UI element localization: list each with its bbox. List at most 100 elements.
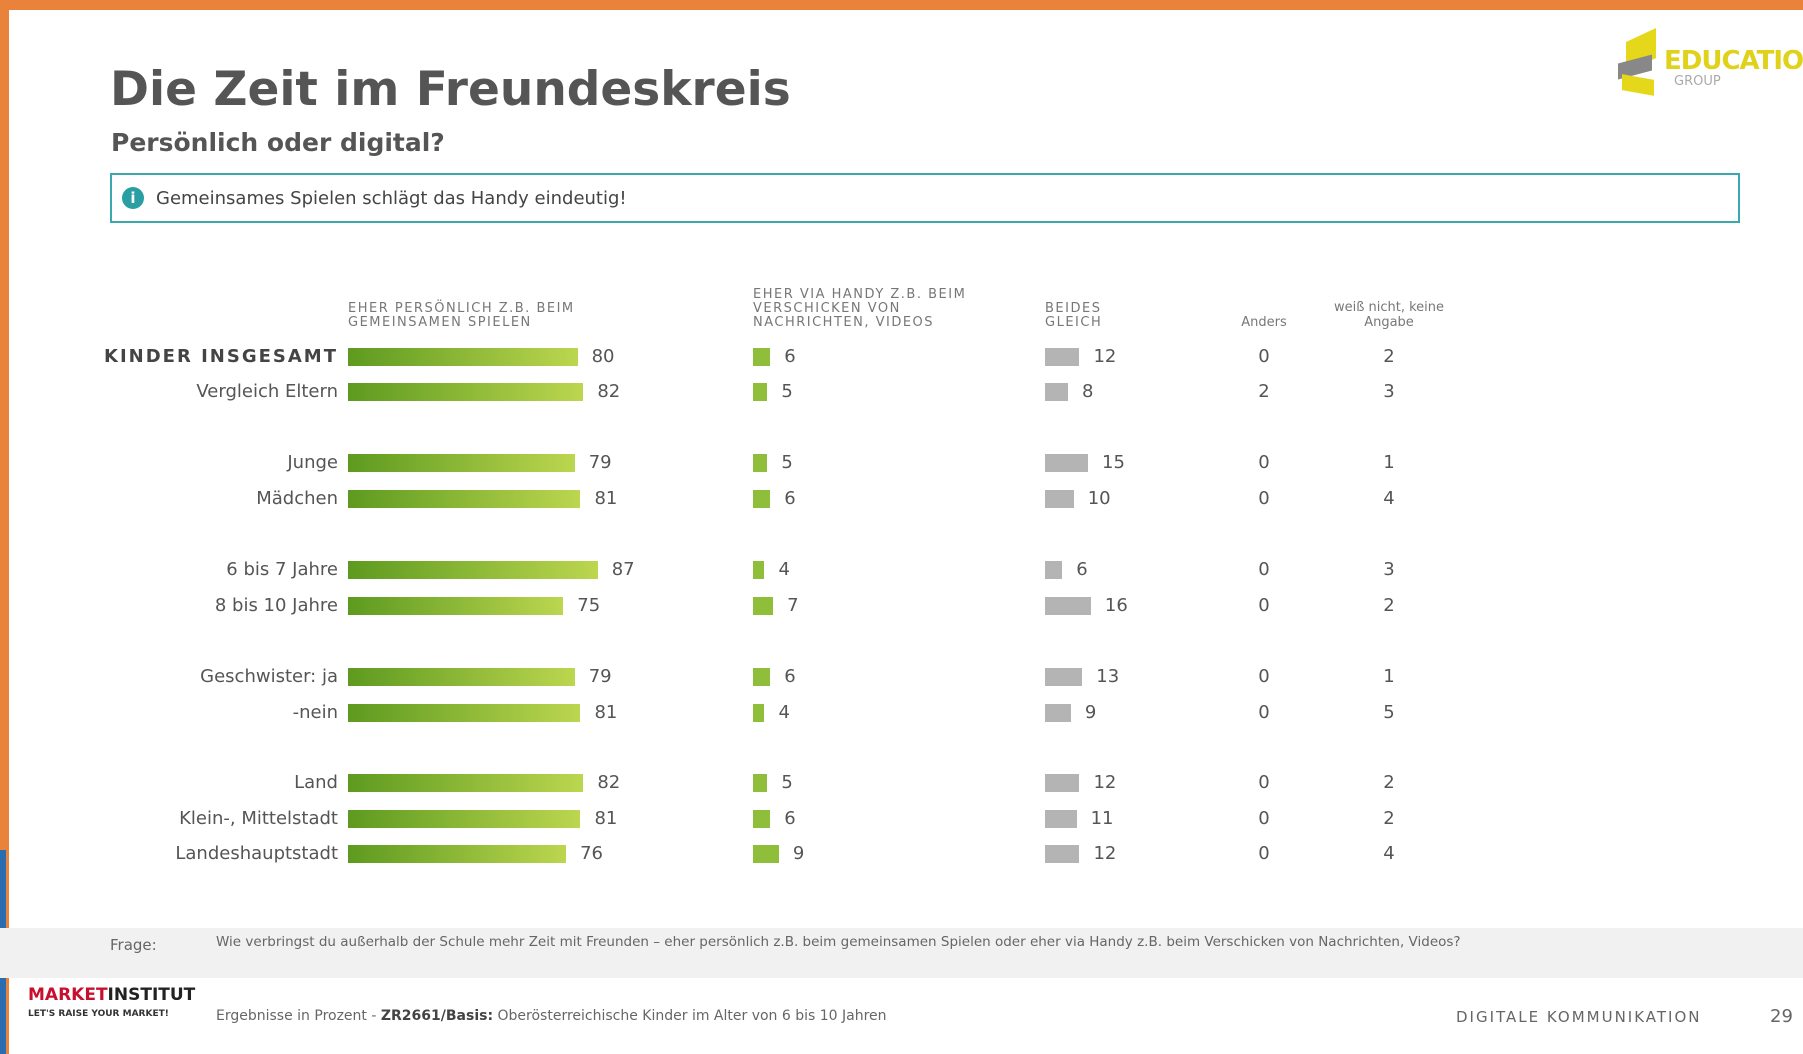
- value-label: 82: [597, 772, 621, 793]
- section: DIGITALE KOMMUNIKATION: [1456, 1008, 1702, 1026]
- bar: [1045, 774, 1080, 792]
- bar: [753, 348, 771, 366]
- brand: MARKETINSTITUT: [28, 985, 195, 1005]
- value-label: 81: [594, 808, 618, 829]
- bar: [753, 383, 768, 401]
- left-border: [0, 0, 9, 1054]
- value-label: 13: [1096, 666, 1120, 687]
- value-label: 6: [784, 488, 796, 509]
- bar: [753, 597, 774, 615]
- bar: [348, 774, 584, 792]
- bar: [348, 454, 575, 472]
- bar: [348, 490, 581, 508]
- value-label: 2: [1383, 595, 1395, 616]
- row-label: Land: [294, 772, 338, 793]
- bar: [1045, 668, 1083, 686]
- question-label: Frage:: [110, 936, 157, 954]
- bar: [1045, 454, 1089, 472]
- value-label: 5: [781, 381, 793, 402]
- column-header: EHER VIA HANDY Z.B. BEIM VERSCHICKEN VON…: [753, 287, 967, 330]
- bar: [1045, 490, 1074, 508]
- bar: [753, 454, 768, 472]
- value-label: 4: [1383, 488, 1395, 509]
- bar: [348, 561, 598, 579]
- value-label: 1: [1383, 452, 1395, 473]
- bar: [753, 561, 765, 579]
- value-label: 4: [778, 702, 790, 723]
- value-label: 2: [1383, 346, 1395, 367]
- row-label: 6 bis 7 Jahre: [226, 559, 338, 580]
- value-label: 6: [784, 666, 796, 687]
- bar: [1045, 348, 1080, 366]
- bar: [348, 810, 581, 828]
- value-label: 75: [577, 595, 601, 616]
- footer-note: Ergebnisse in Prozent - ZR2661/Basis: Ob…: [216, 1008, 887, 1024]
- value-label: 9: [792, 843, 805, 864]
- value-label: 82: [597, 381, 621, 402]
- note-box: i Gemeinsames Spielen schlägt das Handy …: [110, 173, 1740, 223]
- value-label: 0: [1258, 772, 1270, 793]
- info-icon: i: [122, 187, 144, 209]
- column-header: BEIDES GLEICH: [1045, 301, 1103, 330]
- value-label: 1: [1383, 666, 1395, 687]
- title: Die Zeit im Freundeskreis: [110, 62, 791, 117]
- value-label: 5: [1383, 702, 1395, 723]
- value-label: 6: [1076, 559, 1088, 580]
- value-label: 0: [1258, 452, 1270, 473]
- column-header: weiß nicht, keine Angabe: [1333, 300, 1445, 330]
- question: Wie verbringst du außerhalb der Schule m…: [216, 934, 1461, 950]
- bar: [753, 845, 779, 863]
- value-label: 2: [1383, 772, 1395, 793]
- value-label: 11: [1090, 808, 1114, 829]
- value-label: 5: [781, 452, 793, 473]
- value-label: 0: [1258, 702, 1270, 723]
- question-band: [0, 928, 1803, 978]
- value-label: 81: [594, 702, 618, 723]
- bar: [753, 774, 768, 792]
- value-label: 0: [1258, 559, 1270, 580]
- value-label: 12: [1093, 346, 1117, 367]
- top-border: [0, 0, 1803, 10]
- value-label: 8: [1081, 381, 1094, 402]
- value-label: 2: [1383, 808, 1395, 829]
- row-label: KINDER INSGESAMT: [104, 346, 338, 367]
- value-label: 9: [1084, 702, 1097, 723]
- slogan: LET'S RAISE YOUR MARKET!: [28, 1009, 169, 1019]
- value-label: 6: [784, 346, 796, 367]
- column-header: Anders: [1241, 315, 1287, 330]
- value-label: 0: [1258, 808, 1270, 829]
- value-label: 80: [591, 346, 615, 367]
- bar: [348, 348, 578, 366]
- row-label: Mädchen: [256, 488, 338, 509]
- value-label: 5: [781, 772, 793, 793]
- value-label: 4: [778, 559, 790, 580]
- note: Gemeinsames Spielen schlägt das Handy ei…: [156, 188, 627, 209]
- bar: [1045, 704, 1071, 722]
- brand-bold: INSTITUT: [107, 985, 196, 1005]
- bar: [1045, 561, 1063, 579]
- row-label: 8 bis 10 Jahre: [214, 595, 338, 616]
- subtitle: Persönlich oder digital?: [111, 128, 445, 157]
- page-number: 29: [1770, 1006, 1793, 1027]
- bar: [1045, 845, 1080, 863]
- row-label: Landeshauptstadt: [175, 843, 338, 864]
- value-label: 0: [1258, 488, 1270, 509]
- logo-mark: [1618, 28, 1656, 97]
- value-label: 15: [1102, 452, 1125, 473]
- value-label: 2: [1258, 381, 1270, 402]
- bar: [753, 668, 771, 686]
- column-header: EHER PERSÖNLICH Z.B. BEIM GEMEINSAMEN SP…: [348, 301, 575, 330]
- value-label: 0: [1258, 666, 1270, 687]
- logo-sub: GROUP: [1674, 74, 1721, 89]
- bar: [753, 490, 771, 508]
- note-bold: ZR2661/Basis:: [380, 1008, 494, 1024]
- value-label: 3: [1383, 559, 1395, 580]
- value-label: 81: [594, 488, 618, 509]
- bar: [348, 845, 567, 863]
- value-label: 0: [1258, 595, 1270, 616]
- value-label: 79: [588, 666, 612, 687]
- value-label: 16: [1104, 595, 1128, 616]
- bar: [348, 383, 584, 401]
- brand-part: MARKET: [28, 985, 108, 1005]
